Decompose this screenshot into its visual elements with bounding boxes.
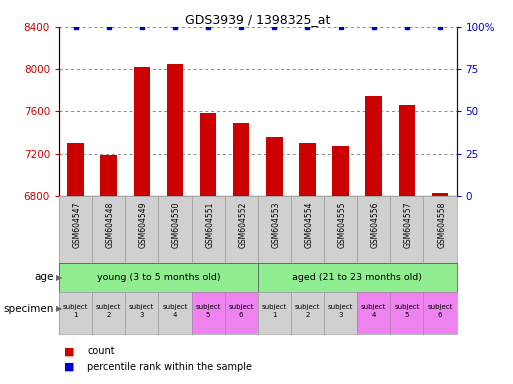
Text: GSM604553: GSM604553 xyxy=(271,201,281,248)
Text: GSM604550: GSM604550 xyxy=(172,201,181,248)
Bar xyxy=(101,155,117,384)
Text: subject
6: subject 6 xyxy=(228,304,254,318)
Bar xyxy=(266,137,283,384)
Text: young (3 to 5 months old): young (3 to 5 months old) xyxy=(96,273,220,282)
Text: subject
2: subject 2 xyxy=(96,304,122,318)
Text: subject
1: subject 1 xyxy=(63,304,88,318)
Text: aged (21 to 23 months old): aged (21 to 23 months old) xyxy=(292,273,422,282)
Text: percentile rank within the sample: percentile rank within the sample xyxy=(87,362,252,372)
Text: GSM604548: GSM604548 xyxy=(106,201,115,248)
Text: subject
3: subject 3 xyxy=(129,304,154,318)
Text: GSM604558: GSM604558 xyxy=(437,201,446,248)
Text: GSM604557: GSM604557 xyxy=(404,201,413,248)
Text: subject
4: subject 4 xyxy=(162,304,188,318)
Bar xyxy=(200,114,216,384)
Bar xyxy=(299,143,316,384)
Bar xyxy=(332,146,349,384)
Bar xyxy=(167,64,183,384)
Text: subject
5: subject 5 xyxy=(195,304,221,318)
Text: subject
5: subject 5 xyxy=(394,304,420,318)
Text: ■: ■ xyxy=(64,362,74,372)
Bar xyxy=(233,123,249,384)
Text: ■: ■ xyxy=(64,346,74,356)
Title: GDS3939 / 1398325_at: GDS3939 / 1398325_at xyxy=(185,13,330,26)
Text: GSM604555: GSM604555 xyxy=(338,201,347,248)
Text: GSM604552: GSM604552 xyxy=(239,201,247,248)
Text: specimen: specimen xyxy=(4,304,54,314)
Text: subject
2: subject 2 xyxy=(295,304,320,318)
Text: GSM604549: GSM604549 xyxy=(139,201,148,248)
Bar xyxy=(67,143,84,384)
Text: GSM604556: GSM604556 xyxy=(371,201,380,248)
Text: age: age xyxy=(34,272,54,283)
Text: subject
6: subject 6 xyxy=(427,304,452,318)
Bar xyxy=(399,105,415,384)
Text: subject
3: subject 3 xyxy=(328,304,353,318)
Text: ▶: ▶ xyxy=(56,273,63,282)
Text: count: count xyxy=(87,346,115,356)
Bar xyxy=(365,96,382,384)
Bar xyxy=(432,193,448,384)
Text: GSM604547: GSM604547 xyxy=(73,201,82,248)
Text: subject
1: subject 1 xyxy=(262,304,287,318)
Bar xyxy=(133,67,150,384)
Text: subject
4: subject 4 xyxy=(361,304,386,318)
Text: GSM604551: GSM604551 xyxy=(205,201,214,248)
Text: GSM604554: GSM604554 xyxy=(305,201,313,248)
Text: ▶: ▶ xyxy=(56,304,63,313)
